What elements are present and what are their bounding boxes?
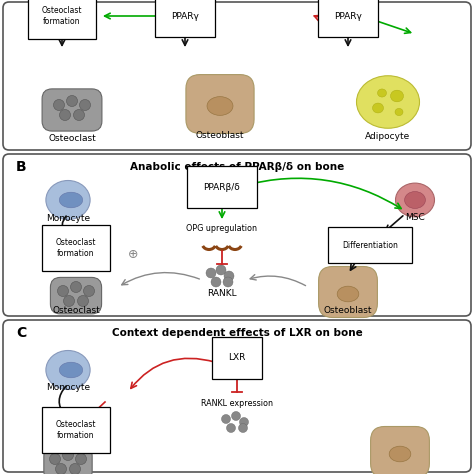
- Text: Context dependent effects of LXR on bone: Context dependent effects of LXR on bone: [111, 328, 363, 338]
- Circle shape: [54, 100, 64, 110]
- Ellipse shape: [377, 89, 386, 97]
- Ellipse shape: [46, 181, 90, 219]
- FancyBboxPatch shape: [3, 2, 471, 150]
- Circle shape: [239, 418, 248, 427]
- Circle shape: [64, 295, 74, 307]
- Ellipse shape: [356, 76, 419, 128]
- Text: Osteoclast
formation: Osteoclast formation: [56, 420, 96, 440]
- Text: B: B: [16, 160, 27, 174]
- Circle shape: [66, 95, 78, 107]
- Text: Osteoclast: Osteoclast: [52, 306, 100, 315]
- Circle shape: [224, 271, 234, 281]
- Ellipse shape: [389, 446, 411, 462]
- Circle shape: [60, 109, 71, 120]
- Text: Monocyte: Monocyte: [46, 383, 90, 392]
- Text: PPARγ: PPARγ: [334, 11, 362, 20]
- Circle shape: [80, 100, 91, 110]
- Text: Monocyte: Monocyte: [46, 214, 90, 223]
- Circle shape: [83, 285, 94, 297]
- Text: Osteoblast: Osteoblast: [196, 131, 244, 140]
- Text: Anabolic effects of PPARβ/δ on bone: Anabolic effects of PPARβ/δ on bone: [130, 162, 344, 172]
- Circle shape: [49, 454, 61, 465]
- Ellipse shape: [207, 97, 233, 115]
- Ellipse shape: [395, 109, 403, 116]
- Text: Osteoclast: Osteoclast: [48, 134, 96, 143]
- Text: PPARβ/δ: PPARβ/δ: [204, 182, 240, 191]
- Circle shape: [55, 464, 66, 474]
- Text: RANKL expression: RANKL expression: [201, 400, 273, 409]
- Circle shape: [231, 411, 240, 420]
- Circle shape: [75, 454, 86, 465]
- Circle shape: [63, 449, 73, 461]
- FancyBboxPatch shape: [50, 277, 101, 314]
- Ellipse shape: [59, 192, 82, 208]
- Text: OPG upregulation: OPG upregulation: [186, 224, 257, 233]
- Text: Differentiation: Differentiation: [342, 240, 398, 249]
- FancyBboxPatch shape: [371, 427, 429, 474]
- Ellipse shape: [373, 103, 383, 113]
- Ellipse shape: [405, 191, 425, 209]
- Circle shape: [216, 265, 226, 275]
- FancyBboxPatch shape: [186, 74, 254, 133]
- Circle shape: [71, 282, 82, 292]
- Circle shape: [211, 277, 221, 287]
- Circle shape: [73, 109, 84, 120]
- FancyBboxPatch shape: [3, 320, 471, 472]
- Circle shape: [57, 285, 69, 297]
- FancyBboxPatch shape: [319, 266, 377, 318]
- Text: ⊕: ⊕: [128, 248, 138, 262]
- Text: MSC: MSC: [405, 213, 425, 222]
- FancyBboxPatch shape: [44, 446, 92, 474]
- Circle shape: [227, 423, 236, 432]
- Text: Adipocyte: Adipocyte: [365, 132, 410, 141]
- FancyBboxPatch shape: [42, 89, 102, 131]
- Circle shape: [206, 268, 216, 278]
- Text: PPARγ: PPARγ: [171, 11, 199, 20]
- Circle shape: [223, 277, 233, 287]
- Ellipse shape: [395, 183, 435, 217]
- Text: Osteoclast
formation: Osteoclast formation: [56, 238, 96, 258]
- Ellipse shape: [337, 286, 359, 302]
- Text: Osteoblast: Osteoblast: [324, 306, 372, 315]
- Text: LXR: LXR: [228, 354, 246, 363]
- Ellipse shape: [46, 350, 90, 390]
- Circle shape: [70, 464, 81, 474]
- Text: C: C: [16, 326, 26, 340]
- Ellipse shape: [391, 90, 403, 102]
- FancyBboxPatch shape: [3, 154, 471, 316]
- Circle shape: [221, 414, 230, 423]
- Text: RANKL: RANKL: [207, 290, 237, 299]
- Ellipse shape: [59, 362, 82, 378]
- Circle shape: [238, 423, 247, 432]
- Circle shape: [78, 295, 89, 307]
- Text: Osteoclast
formation: Osteoclast formation: [42, 6, 82, 26]
